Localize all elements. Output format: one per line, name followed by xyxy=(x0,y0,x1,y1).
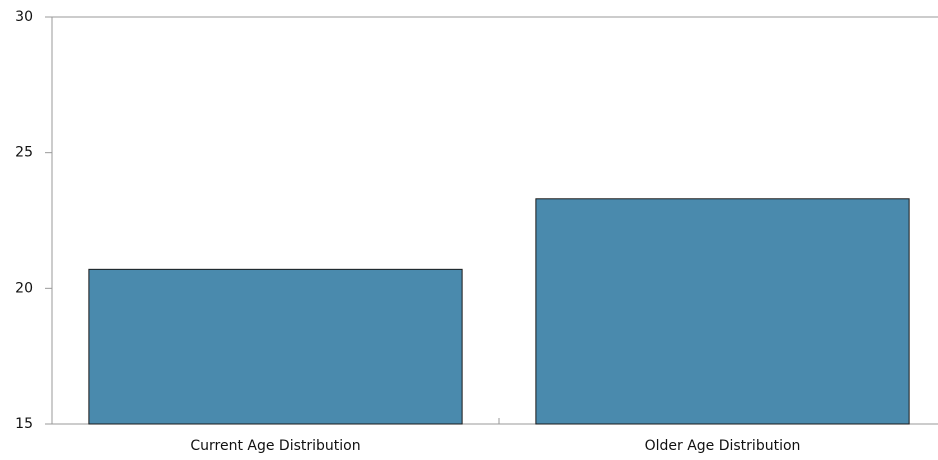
bar xyxy=(88,268,463,425)
y-tick-label: 25 xyxy=(15,145,33,161)
bar xyxy=(535,198,910,425)
y-tick-label: 20 xyxy=(15,280,33,296)
x-tick-label: Current Age Distribution xyxy=(190,438,360,454)
x-tick-label: Older Age Distribution xyxy=(645,438,801,454)
y-tick-label: 30 xyxy=(15,9,33,25)
y-tick-label: 15 xyxy=(15,416,33,432)
